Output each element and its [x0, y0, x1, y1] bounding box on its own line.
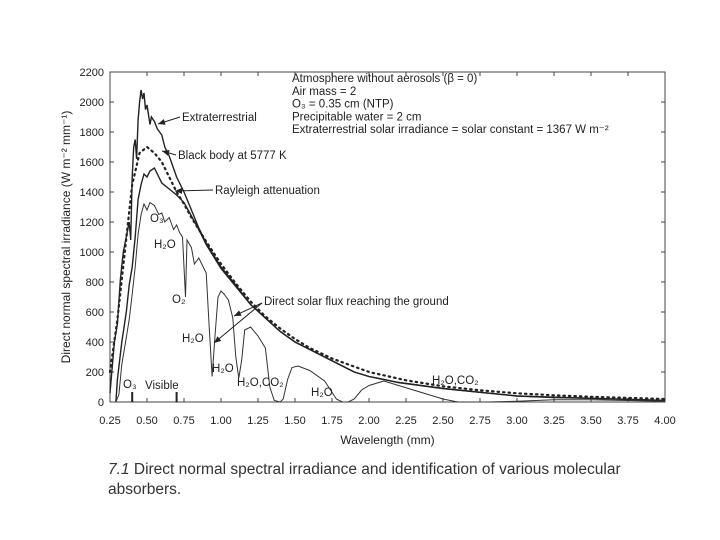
- absorber-label: H₂O: [311, 387, 333, 399]
- visible-band-label: Visible: [145, 380, 179, 392]
- x-tick-label: 2.50: [432, 415, 453, 427]
- condition-line: Precipitable water = 2 cm: [292, 111, 421, 123]
- y-tick-label: 0: [98, 397, 104, 409]
- absorber-label: O₃: [123, 379, 137, 391]
- ground-flux-label: Direct solar flux reaching the ground: [264, 296, 449, 308]
- x-tick-label: 0.75: [173, 415, 194, 427]
- blackbody-label: Black body at 5777 K: [178, 150, 287, 162]
- spectral-irradiance-chart: 0.25 0.50 0.75 1.00 1.25 1.50 1.75 2.00 2.25 2.50…: [59, 67, 676, 447]
- y-tick-label: 600: [86, 307, 104, 319]
- ground-flux-arrow-head: [234, 310, 242, 316]
- plot-frame: [109, 71, 666, 403]
- extraterrestrial-label: Extraterrestrial: [182, 112, 257, 124]
- rayleigh-series: [115, 166, 666, 403]
- y-axis-label: Direct normal spectral irradiance (W m⁻²…: [59, 111, 73, 364]
- condition-line: Air mass = 2: [292, 86, 356, 98]
- figure-caption: 7.1 Direct normal spectral irradiance an…: [108, 460, 688, 500]
- y-tick-label: 1400: [80, 187, 104, 199]
- absorber-label: H₂O,CO₂: [237, 377, 284, 389]
- y-tick-label: 1600: [80, 157, 104, 169]
- y-tick-label: 1200: [80, 217, 104, 229]
- absorber-label: H₂O: [154, 239, 176, 251]
- ground-flux-series: [115, 201, 666, 403]
- condition-line: O₃ = 0.35 cm (NTP): [292, 99, 394, 111]
- x-tick-label: 0.50: [136, 415, 157, 427]
- absorber-label: H₂O: [212, 363, 234, 375]
- absorber-label: O₂: [172, 294, 185, 306]
- y-tick-label: 1800: [80, 127, 104, 139]
- x-tick-label: 2.25: [395, 415, 416, 427]
- x-tick-label: 2.75: [469, 415, 490, 427]
- x-tick-label: 1.25: [247, 415, 268, 427]
- extraterrestrial-series: [109, 89, 666, 402]
- y-tick-label: 800: [86, 277, 104, 289]
- y-tick-label: 2000: [80, 97, 104, 109]
- x-tick-label: 3.75: [617, 415, 638, 427]
- ground-flux-arrow-2-head: [214, 336, 222, 343]
- y-tick-label: 2200: [80, 67, 104, 79]
- ground-flux-arrow-2: [213, 302, 263, 344]
- absorber-label: H₂O,CO₂: [432, 375, 479, 387]
- rayleigh-arrow-head: [175, 187, 183, 194]
- figure-caption-text: Direct normal spectral irradiance and id…: [108, 461, 621, 498]
- y-tick-label: 400: [86, 337, 104, 349]
- conditions-block: Atmosphere without aerosols (β = 0)Air m…: [292, 73, 609, 136]
- x-tick-label: 2.00: [358, 415, 379, 427]
- annotation-layer: Extraterrestrial Black body at 5777 K Rayl…: [123, 112, 479, 402]
- condition-line: Extraterrestrial solar irradiance = sola…: [292, 124, 609, 136]
- blackbody-series: [108, 145, 667, 401]
- absorber-label: H₂O: [182, 333, 204, 345]
- series-layer: [108, 89, 667, 403]
- x-tick-label: 3.50: [580, 415, 601, 427]
- absorber-label: O₃: [150, 213, 164, 225]
- rayleigh-label: Rayleigh attenuation: [215, 185, 320, 197]
- axes-layer: 0.25 0.50 0.75 1.00 1.25 1.50 1.75 2.00 2.25 2.50…: [59, 67, 676, 447]
- blackbody-arrow-head: [162, 150, 170, 156]
- x-axis-label: Wavelength (mm): [340, 433, 434, 447]
- x-tick-label: 0.25: [99, 415, 120, 427]
- x-tick-label: 3.25: [543, 415, 564, 427]
- x-tick-label: 3.00: [506, 415, 527, 427]
- y-tick-label: 1000: [80, 247, 104, 259]
- extraterrestrial-arrow-head: [158, 119, 166, 125]
- x-tick-label: 1.50: [284, 415, 305, 427]
- x-tick-label: 4.00: [654, 415, 675, 427]
- y-tick-label: 200: [86, 367, 104, 379]
- x-tick-label: 1.75: [321, 415, 342, 427]
- condition-line: Atmosphere without aerosols (β = 0): [292, 73, 477, 85]
- x-tick-label: 1.00: [210, 415, 231, 427]
- figure-number: 7.1: [108, 461, 130, 478]
